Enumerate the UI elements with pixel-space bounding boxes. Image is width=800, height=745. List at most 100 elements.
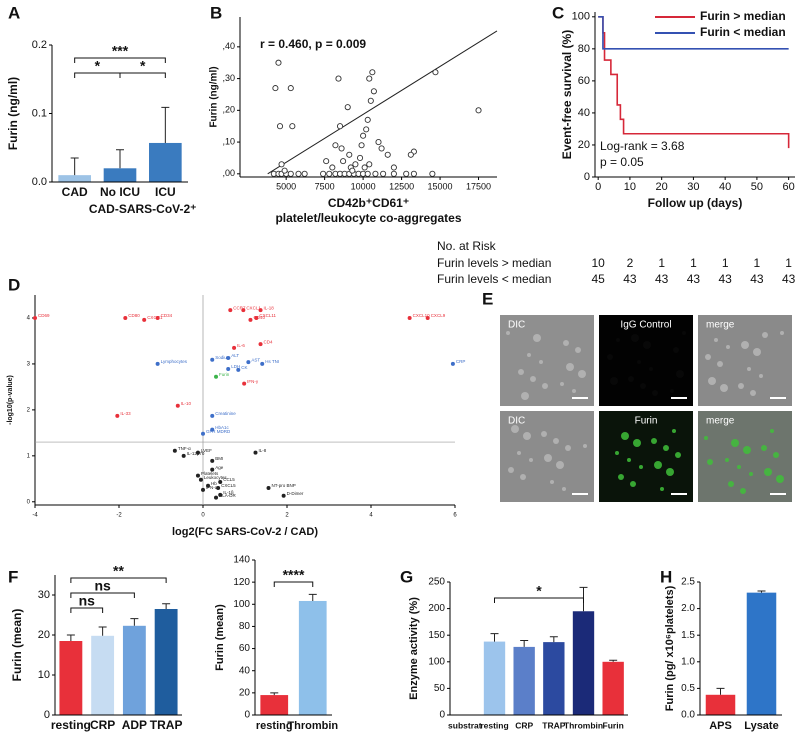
- risk-row-label: Furin levels < median: [437, 272, 551, 286]
- cell: [670, 389, 674, 393]
- point: [380, 170, 387, 177]
- cell: [530, 376, 536, 382]
- significance-label: ns: [94, 578, 111, 594]
- point: [281, 167, 288, 174]
- image-label: merge: [706, 320, 735, 331]
- cell: [521, 392, 529, 400]
- cell: [533, 334, 541, 342]
- point: [378, 145, 385, 152]
- micrograph: [698, 315, 792, 406]
- cell: [583, 444, 587, 448]
- y-tick-label: 0.0: [32, 176, 47, 188]
- point: [218, 492, 223, 497]
- cell: [776, 475, 784, 483]
- point: [201, 431, 205, 436]
- point: [336, 123, 344, 130]
- point-label: LVEF: [201, 448, 212, 453]
- point-label: CD4: [264, 339, 273, 344]
- cell: [607, 354, 613, 360]
- panel-letter: G: [400, 567, 413, 586]
- point: [425, 315, 430, 320]
- y-tick-label: 20: [578, 139, 590, 151]
- point: [475, 107, 482, 114]
- error-bar: [520, 640, 529, 647]
- x-tick-label: CRP: [90, 718, 115, 732]
- bar: [154, 609, 178, 715]
- point: [210, 413, 215, 418]
- cell: [550, 480, 554, 484]
- risk-value: 43: [718, 272, 732, 286]
- bar: [59, 641, 83, 715]
- y-tick-label: 3: [27, 362, 31, 368]
- y-tick-label: 20: [38, 629, 50, 641]
- x-tick-label: 12500: [389, 181, 414, 191]
- point-label: Sodium: [215, 355, 231, 360]
- y-tick-label: ,10: [222, 136, 235, 146]
- risk-value: 10: [591, 256, 605, 270]
- y-axis-label: Furin (ng/ml): [209, 66, 220, 127]
- point-label: IL-8: [259, 448, 267, 453]
- point: [287, 85, 294, 92]
- y-tick-label: 0.5: [681, 683, 695, 694]
- point: [429, 170, 436, 177]
- y-axis-label: Enzyme activity (%): [408, 597, 420, 700]
- point: [338, 145, 345, 152]
- bar: [122, 625, 146, 715]
- x-tick-label: ICU: [155, 185, 176, 199]
- y-axis-label: Furin (mean): [214, 604, 226, 671]
- cell: [518, 369, 524, 375]
- point-label: Hb: [211, 481, 217, 486]
- x-tick-label: 60: [783, 181, 795, 193]
- y-tick-label: 1: [27, 453, 31, 459]
- image-label: IgG Control: [620, 320, 671, 331]
- point-label: CCR7: [233, 305, 246, 310]
- point-label: IL-1β: [223, 490, 234, 495]
- point: [258, 308, 263, 313]
- bar: [483, 641, 506, 715]
- point: [210, 467, 215, 472]
- cell: [562, 487, 566, 491]
- x-tick-label: Furin: [603, 720, 624, 730]
- y-tick-label: 4: [27, 316, 31, 322]
- x-tick-label: 10000: [351, 181, 376, 191]
- point: [281, 493, 286, 498]
- cell: [773, 452, 779, 458]
- point: [366, 75, 373, 82]
- error-bar: [161, 106, 170, 143]
- cell: [731, 439, 739, 447]
- cell: [508, 467, 514, 473]
- point: [201, 487, 205, 492]
- y-tick-label: 80: [578, 43, 590, 55]
- cell: [740, 488, 746, 494]
- panel-letter: H: [660, 567, 672, 586]
- bar: [543, 642, 565, 715]
- cell: [517, 451, 521, 455]
- cell: [663, 445, 669, 451]
- x-tick-label: resting: [51, 718, 91, 732]
- point-label: HLA-DR: [219, 493, 237, 498]
- cell: [506, 331, 510, 335]
- point-label: Age: [215, 465, 224, 470]
- y-tick-label: 10: [38, 669, 50, 681]
- cell: [553, 438, 559, 444]
- point: [226, 355, 231, 360]
- y-tick-label: 0: [27, 499, 31, 505]
- point: [210, 458, 215, 463]
- cell: [738, 383, 744, 389]
- point: [195, 450, 200, 455]
- point: [214, 374, 219, 379]
- significance-bracket: [273, 581, 314, 587]
- x-tick-label: resting: [480, 720, 508, 730]
- error-bar: [66, 634, 75, 641]
- point: [364, 170, 371, 177]
- point: [210, 357, 215, 362]
- risk-value: 45: [591, 272, 605, 286]
- x-tick-label: 0: [201, 513, 205, 519]
- cell: [649, 367, 653, 371]
- risk-value: 1: [658, 256, 665, 270]
- x-tick-label: 7500: [315, 181, 335, 191]
- point-label: Creatinine: [215, 411, 236, 416]
- cell: [770, 429, 774, 433]
- point: [326, 170, 333, 177]
